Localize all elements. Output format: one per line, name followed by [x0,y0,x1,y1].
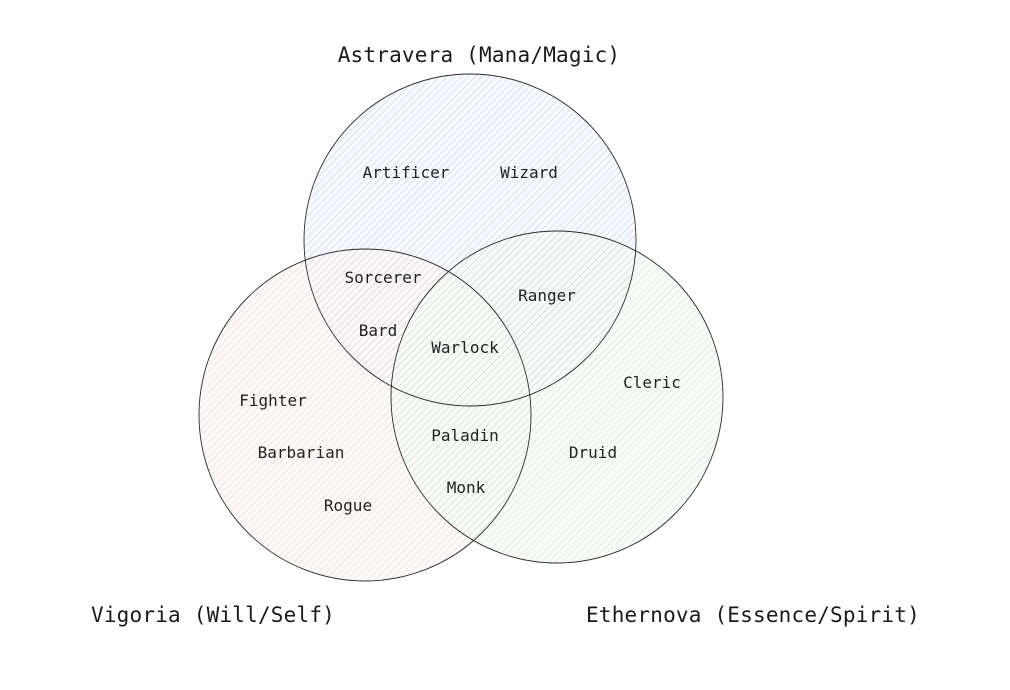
member-warlock: Warlock [431,338,499,357]
member-druid: Druid [569,443,617,462]
member-barbarian: Barbarian [258,443,345,462]
member-fighter: Fighter [239,391,307,410]
member-rogue: Rogue [324,496,372,515]
member-paladin: Paladin [431,426,498,445]
member-cleric: Cleric [623,373,681,392]
member-monk: Monk [447,478,486,497]
set-title-spirit: Ethernova (Essence/Spirit) [586,603,920,627]
set-title-magic: Astravera (Mana/Magic) [338,43,621,67]
member-wizard: Wizard [500,163,558,182]
set-spirit-outline [390,230,724,564]
set-spirit-fill [391,231,723,563]
member-artificer: Artificer [363,163,450,182]
member-sorcerer: Sorcerer [344,268,421,287]
member-bard: Bard [359,321,398,340]
member-ranger: Ranger [518,286,576,305]
set-will-outline [198,248,532,582]
set-title-will: Vigoria (Will/Self) [91,603,335,627]
set-magic-outline [303,73,637,407]
